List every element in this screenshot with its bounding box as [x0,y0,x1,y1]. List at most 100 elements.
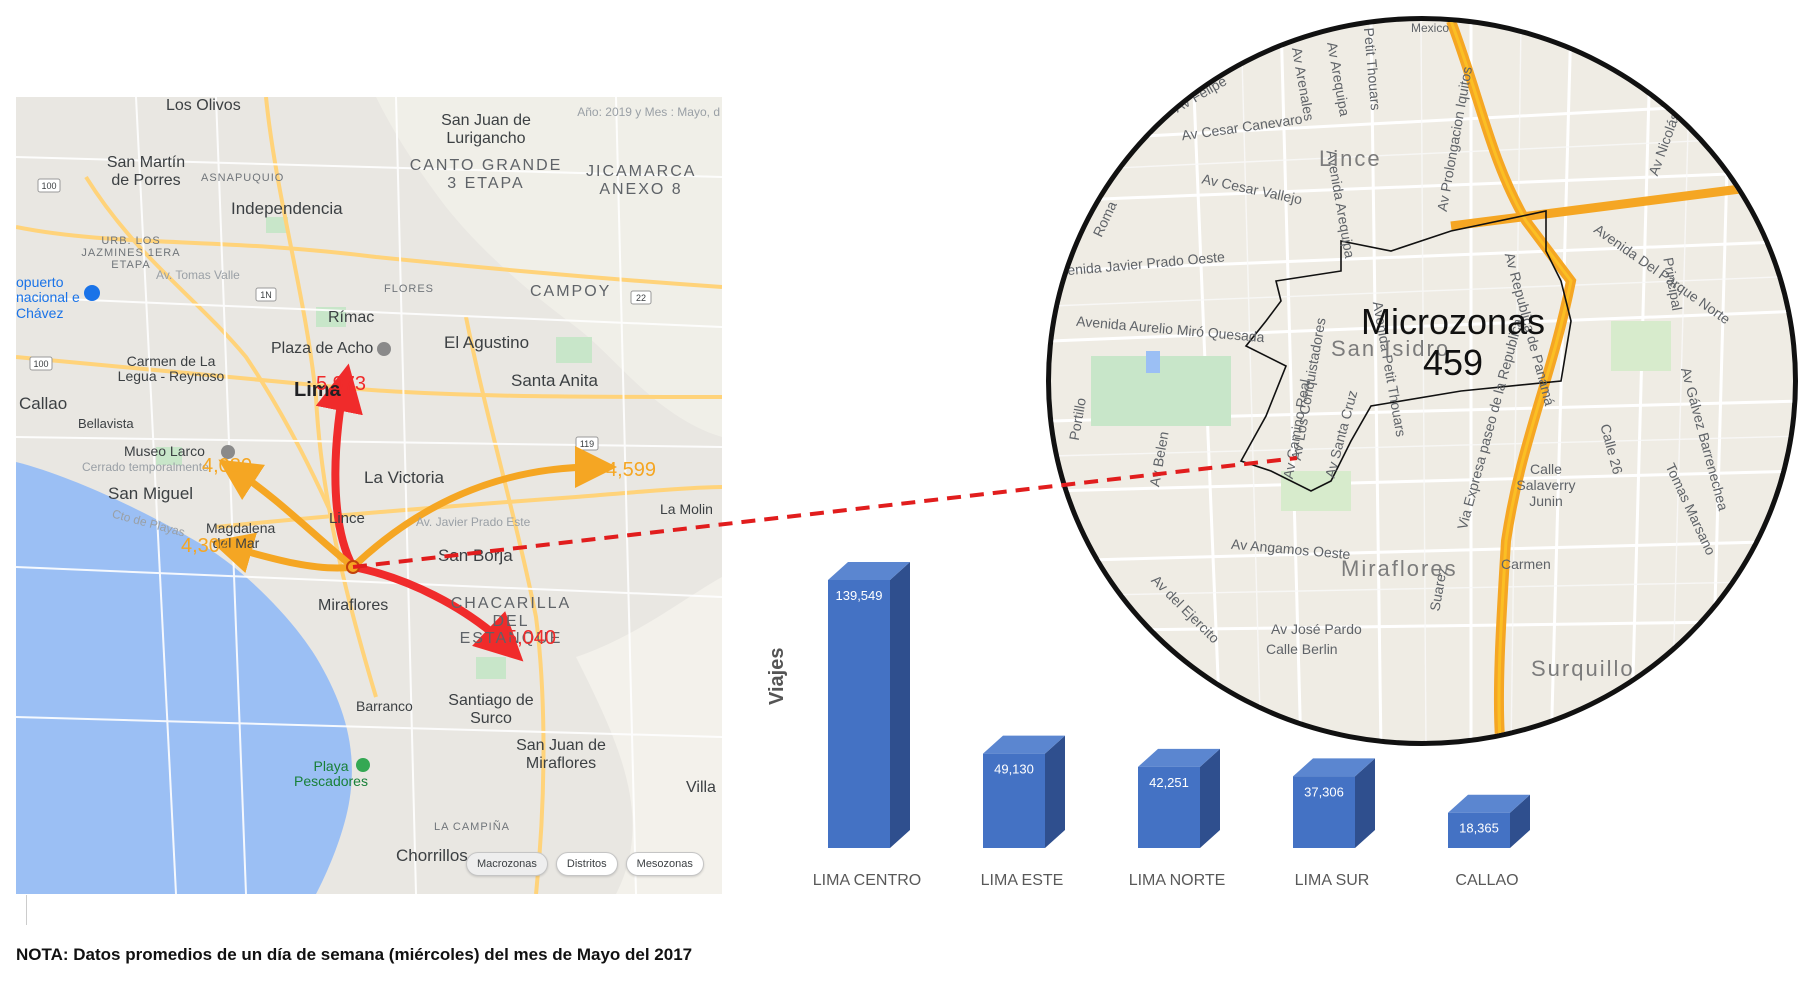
map-pin-icon [221,445,235,459]
map-background: 100 1N 100 22 119 [16,97,722,894]
place-label: ASNAPUQUIO [201,172,285,184]
place-label: Playa Pescadores [294,758,368,790]
bar-front [1293,776,1355,848]
bar-top [828,562,910,580]
place-label: Miraflores [318,597,389,614]
map-watermark: Año: 2019 y Mes : Mayo, d [577,105,720,119]
bar-front [828,580,890,848]
bar-side [890,562,910,848]
bar-lima-centro: 139,549 LIMA CENTRO [813,562,921,889]
place-label: Barranco [356,698,413,714]
street-label: Av José Pardo [1271,621,1362,637]
place-label: URB. LOS JAZMINES 1ERA ETAPA [81,235,181,272]
bar-front [1448,812,1510,848]
category-label: LIMA NORTE [1129,872,1226,889]
place-label: JICAMARCA ANEXO 8 [586,163,697,198]
place-label: Bellavista [78,416,134,431]
category-label: CALLAO [1455,872,1518,889]
flow-value-label: 5,040 [506,627,557,649]
place-label: CANTO GRANDE 3 ETAPA [409,157,563,192]
place-label: Los Olivos [166,97,241,114]
place-label: Carmen de La Legua - Reynoso [117,353,225,385]
place-label: San Martín de Porres [106,154,186,189]
district-label: Lince [1319,146,1382,171]
flow-arrow-callao [218,459,357,571]
place-label: Chorrillos [396,846,468,865]
street-label: Carmen [1501,556,1551,572]
place-label: Lima [294,379,341,401]
place-label: Lince [329,510,365,527]
bar-value-label: 139,549 [836,588,883,603]
bar-side [1200,748,1220,848]
bar-top [1448,794,1530,813]
bar-value-label: 49,130 [994,762,1034,777]
category-label: LIMA SUR [1295,872,1370,889]
macrozone-flow-map[interactable]: 100 1N 100 22 119 [16,97,722,894]
flow-arrow-lima-sur [349,563,524,662]
flow-value-label: 4,599 [606,459,657,481]
bar-lima-norte: 42,251 LIMA NORTE [1129,748,1226,889]
place-label: El Agustino [444,333,530,352]
map-layer-tabs: Macrozonas Distritos Mesozonas [466,852,704,876]
road-shield: 22 [636,293,646,303]
district-label: San Isidro [1331,336,1451,361]
place-label: opuerto nacional e Chávez [16,274,80,321]
place-label: FLORES [384,283,435,295]
flow-arrow-lima-centro [315,363,363,571]
road-shield: 100 [33,359,48,369]
place-label: La Molin [660,501,713,517]
bar-side [1510,794,1530,848]
bar-value-label: 42,251 [1149,775,1189,790]
place-label: Callao [19,394,68,413]
district-label: Surquillo [1531,656,1635,681]
bar-front [983,753,1045,848]
microzone-zoom-map[interactable]: Mexico Av Arequipa Av Arenales Petit Tho… [1046,16,1798,746]
road-shield: 1N [260,290,272,300]
place-label: Santiago de Surco [448,692,534,727]
trips-bar-chart: Viajes 139,549 LIMA CENTRO 49,130 LIMA ESTE… [760,560,1580,890]
bar-lima-sur: 37,306 LIMA SUR [1293,758,1375,889]
flow-value-label: 4,304 [181,535,232,557]
divider [26,895,27,925]
place-label: Cerrado temporalmente [82,460,209,474]
category-label: LIMA CENTRO [813,872,921,889]
place-label: Museo Larco [124,443,205,459]
microzone-boundary [1239,210,1572,492]
district-label: Miraflores [1341,556,1458,581]
place-label: San Juan de Miraflores [516,737,606,772]
place-label: Av. Tomas Valle [156,268,240,282]
place-label: Santa Anita [511,371,598,390]
place-label: Villa [686,779,716,796]
bar-side [1355,758,1375,848]
place-label: La Victoria [364,468,445,487]
bar-chart-canvas: 139,549 LIMA CENTRO 49,130 LIMA ESTE 42,251 L… [813,562,1530,889]
category-label: LIMA ESTE [981,872,1064,889]
footnote: NOTA: Datos promedios de un día de seman… [16,945,693,964]
bar-side [1045,735,1065,848]
map-pin-icon [356,758,370,772]
place-label: LA CAMPIÑA [434,821,511,833]
tab-distritos[interactable]: Distritos [555,852,618,876]
place-label: CAMPOY [530,283,612,300]
origin-marker [346,560,360,574]
place-label: Magdalena del Mar [206,520,276,552]
road-shield: 100 [41,181,56,191]
street-label: Calle Salaverry Junin [1516,461,1576,509]
street-label: Calle Berlin [1266,641,1338,657]
street-label: Mexico [1411,21,1450,35]
bar-value-label: 37,306 [1304,784,1344,799]
flow-value-label: 5,973 [316,373,367,395]
tab-macrozonas[interactable]: Macrozonas [466,852,548,876]
airport-icon [84,285,100,301]
place-label: San Borja [438,546,513,565]
microzone-title-text: Microzonas [1361,301,1546,342]
map-pin-icon [377,342,391,356]
place-label: Independencia [231,199,343,218]
bar-top [1293,758,1375,777]
flow-value-label: 4,080 [202,455,253,477]
bar-top [1138,748,1220,767]
tab-mesozonas[interactable]: Mesozonas [625,852,704,876]
bar-value-label: 18,365 [1459,821,1499,836]
place-label: San Juan de Lurigancho [441,112,531,147]
place-label: San Miguel [108,484,194,503]
